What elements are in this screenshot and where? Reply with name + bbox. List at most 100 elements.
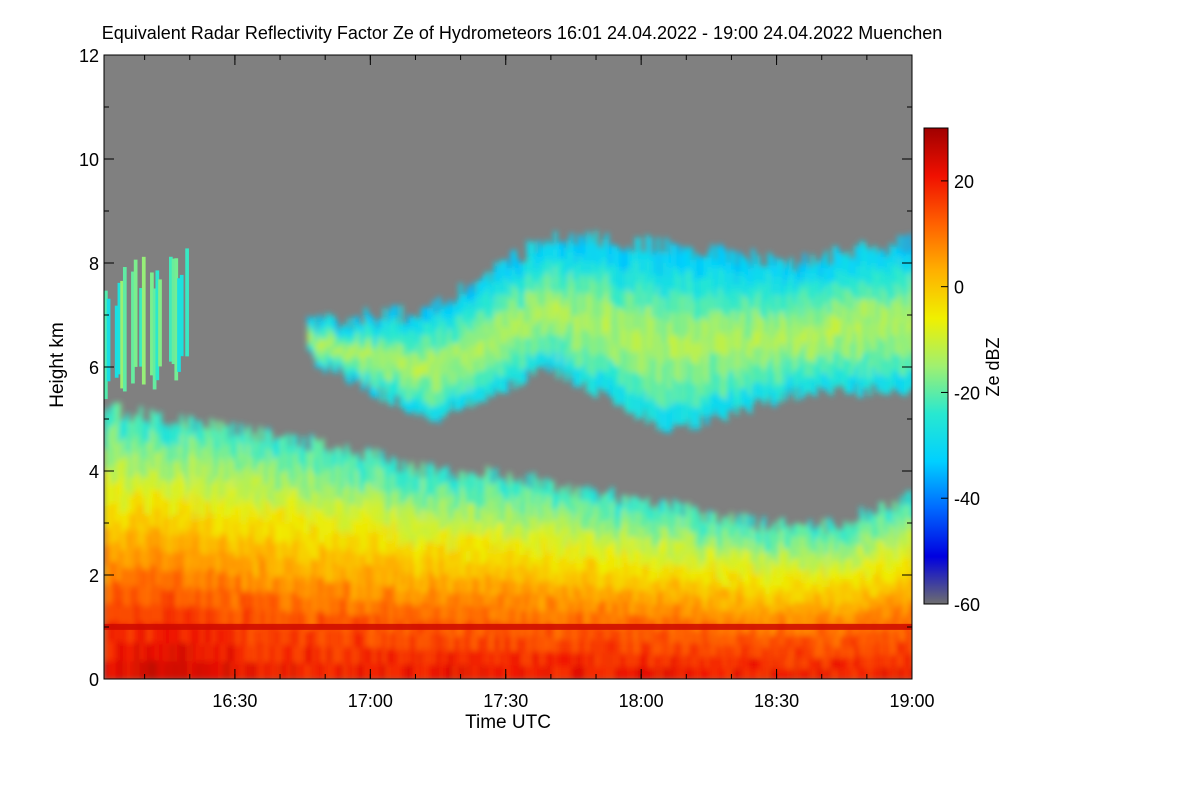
lower-echo-cell <box>610 624 615 639</box>
lower-echo-cell <box>819 527 823 540</box>
upper-echo-cell <box>420 333 425 348</box>
upper-echo-cell <box>526 240 531 258</box>
lower-echo-cell <box>529 502 533 517</box>
lower-echo-cell <box>347 597 352 615</box>
lower-echo-cell <box>423 563 428 579</box>
lower-echo-cell <box>258 624 263 644</box>
lower-echo-cell <box>320 644 325 663</box>
upper-echo-cell <box>529 338 533 355</box>
lower-echo-cell <box>350 663 355 679</box>
upper-echo-cell <box>388 369 393 382</box>
lower-echo-cell <box>580 514 585 530</box>
lower-echo-cell <box>881 502 886 516</box>
lower-echo-cell <box>309 626 314 646</box>
lower-echo-cell <box>347 515 352 534</box>
lower-echo-cell <box>274 610 279 629</box>
lower-echo-cell <box>846 525 850 538</box>
upper-echo-cell <box>429 364 433 380</box>
upper-echo-cell <box>556 243 561 261</box>
lower-echo-cell <box>542 542 547 558</box>
lower-echo-cell <box>886 593 891 607</box>
lower-echo-cell <box>531 501 536 518</box>
lower-echo-cell <box>247 606 252 626</box>
lower-echo-cell <box>117 659 122 679</box>
lower-echo-cell <box>691 542 696 557</box>
lower-echo-cell <box>607 490 612 506</box>
lower-echo-cell <box>713 535 718 549</box>
lower-echo-cell <box>634 613 639 628</box>
lower-echo-cell <box>182 513 187 534</box>
lower-echo-cell <box>450 634 455 651</box>
lower-echo-cell <box>678 628 682 643</box>
lower-echo-cell <box>499 664 504 679</box>
lower-echo-cell <box>835 668 839 679</box>
lower-echo-cell <box>829 667 834 679</box>
lower-echo-cell <box>670 667 674 679</box>
lower-echo-cell <box>282 453 287 472</box>
lower-echo-cell <box>418 534 422 551</box>
upper-echo-cell <box>477 385 482 402</box>
lower-echo-cell <box>434 635 439 651</box>
lower-echo-cell <box>377 663 382 679</box>
lower-echo-cell <box>878 502 883 516</box>
lower-echo-cell <box>377 647 382 665</box>
upper-echo-cell <box>572 314 577 334</box>
upper-echo-cell <box>564 281 569 299</box>
upper-echo-cell <box>499 309 504 328</box>
lower-echo-cell <box>756 626 761 639</box>
lower-echo-cell <box>548 538 552 554</box>
lower-echo-cell <box>840 539 845 551</box>
lower-echo-cell <box>832 536 837 549</box>
lower-echo-cell <box>824 544 829 556</box>
lower-echo-cell <box>317 526 322 545</box>
lower-echo-cell <box>171 605 176 626</box>
lower-echo-cell <box>244 554 249 573</box>
lower-echo-cell <box>480 506 485 523</box>
lower-echo-cell <box>653 629 658 643</box>
lower-echo-cell <box>242 626 246 646</box>
lower-echo-cell <box>550 636 555 652</box>
lower-echo-cell <box>743 548 747 562</box>
lower-echo-cell <box>580 624 585 639</box>
lower-echo-cell <box>559 665 563 679</box>
lower-echo-cell <box>187 415 192 436</box>
upper-echo-cell <box>445 398 449 413</box>
upper-echo-cell <box>307 345 311 351</box>
lower-echo-cell <box>567 553 571 569</box>
upper-echo-cell <box>317 314 322 323</box>
lower-echo-cell <box>339 580 344 599</box>
lower-echo-cell <box>139 581 143 603</box>
lower-echo-cell <box>212 517 217 537</box>
upper-echo-cell <box>396 386 401 397</box>
lower-echo-cell <box>897 515 902 530</box>
lower-echo-cell <box>862 655 867 669</box>
lower-echo-cell <box>263 536 268 556</box>
lower-echo-cell <box>583 516 588 532</box>
upper-echo-cell <box>415 403 420 416</box>
lower-echo-cell <box>317 441 322 460</box>
lower-echo-cell <box>285 538 290 558</box>
lower-echo-cell <box>475 563 479 579</box>
lower-echo-cell <box>404 560 409 576</box>
lower-echo-cell <box>158 431 162 452</box>
lower-echo-cell <box>632 652 636 667</box>
lower-echo-cell <box>228 575 233 594</box>
upper-echo-cell <box>326 360 330 369</box>
lower-echo-cell <box>288 612 292 630</box>
lower-echo-cell <box>886 557 891 571</box>
upper-echo-cell <box>456 327 460 342</box>
upper-echo-cell <box>461 307 466 323</box>
lower-echo-cell <box>680 538 685 552</box>
lower-echo-cell <box>732 667 737 679</box>
lower-echo-cell <box>453 508 458 524</box>
upper-echo-cell <box>507 351 512 367</box>
lower-echo-cell <box>637 537 642 552</box>
lower-echo-cell <box>122 511 127 532</box>
upper-echo-cell <box>537 334 542 352</box>
lower-echo-cell <box>550 509 555 525</box>
lower-echo-cell <box>675 590 680 605</box>
lower-echo-cell <box>707 630 712 644</box>
upper-echo-cell <box>418 376 422 390</box>
lower-echo-cell <box>675 552 680 567</box>
lower-echo-cell <box>675 502 680 517</box>
